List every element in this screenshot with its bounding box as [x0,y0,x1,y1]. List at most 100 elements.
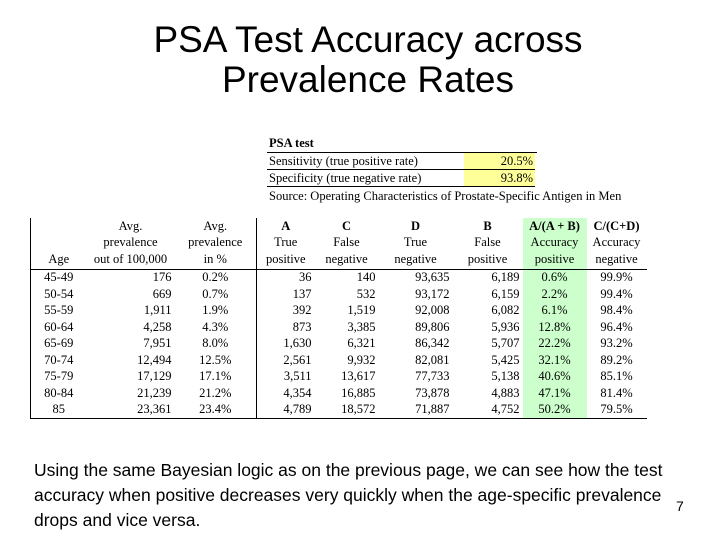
table-cell: 5,138 [491,369,520,384]
slide-title: PSA Test Accuracy across Prevalence Rate… [153,19,583,100]
table-cell: 16,885 [341,385,376,400]
table-cell: 0.7% [174,286,257,303]
table-cell: 40.6% [522,368,587,385]
sensitivity-label: Sensitivity (true positive rate) [269,154,418,168]
header-cell: positive [522,251,587,270]
table-cell: 32.1% [522,352,587,369]
table-cell: 93,172 [415,286,450,301]
psa-test-header: PSA test [267,134,537,153]
table-cell: 176 [152,270,172,285]
table-cell: 4.3% [174,319,257,336]
footer-text: Using the same Bayesian logic as on the … [34,460,663,530]
table-cell: 137 [292,286,312,301]
header-cell: Accuracy [522,234,587,251]
header-cell: negative [314,251,379,270]
header-cell: False [474,235,501,250]
header-cell [30,218,87,235]
table-cell: 17.1% [174,368,257,385]
table-cell: 77,733 [415,369,450,384]
specificity-row: Specificity (true negative rate) 93.8% [267,170,535,187]
table-cell: 140 [356,270,376,285]
table-row: 85 23,361 23.4% 4,789 18,572 71,887 4,752 50.2%… [30,401,647,419]
header-cell: D [410,218,421,233]
header-cell: C [341,218,352,233]
table-cell: 80-84 [30,385,87,402]
table-cell: 1,911 [143,303,172,318]
table-row: 60-64 4,258 4.3% 873 3,385 89,806 5,936 12.8% 96… [30,319,647,336]
table-row: 65-69 7,951 8.0% 1,630 6,321 86,342 5,707 22.2%… [30,335,647,352]
prevalence-table: Avg. Avg. A C D B A/(A + B) C/(C+D) prev… [30,218,647,419]
table-cell: 89,806 [415,319,450,334]
table-cell: 5,425 [491,352,520,367]
table-cell: 50.2% [522,401,587,419]
table-cell: 89.2% [600,352,633,367]
table-cell: 4,752 [452,401,523,419]
header-cell: in % [174,251,257,270]
table-cell: 99.4% [600,286,633,301]
table-cell: 669 [152,286,172,301]
header-cell: out of 100,000 [86,251,175,270]
table-cell: 50-54 [30,286,87,303]
table-cell: 6,321 [347,336,376,351]
table-cell: 5,707 [491,336,520,351]
header-cell [30,234,87,251]
header-cell: False [333,235,360,250]
table-cell: 1,519 [347,303,376,318]
table-cell: 85.1% [600,369,633,384]
table-cell: 98.4% [600,303,633,318]
table-cell: 2.2% [522,286,587,303]
source-note: Source: Operating Characteristics of Pro… [269,189,622,203]
table-row: 50-54 669 0.7% 137 532 93,172 6,159 2.2% 99.4% [30,286,647,303]
table-cell: 7,951 [143,336,172,351]
table-cell: 45-49 [30,269,87,286]
table-cell: 92,008 [415,303,450,318]
table-cell: 3,511 [283,369,312,384]
table-cell: 392 [292,303,312,318]
sensitivity-value: 20.5% [464,153,535,169]
table-cell: 36 [299,270,312,285]
table-cell: 65-69 [30,335,87,352]
table-cell: 2,561 [283,352,312,367]
table-cell: 0.2% [174,269,257,286]
table-row: 45-49 176 0.2% 36 140 93,635 6,189 0.6% 99.9% [30,269,647,286]
table-cell: 4,258 [143,319,172,334]
table-cell: 82,081 [415,352,450,367]
header-cell: Accuracy [592,235,641,250]
table-cell: 99.9% [600,270,633,285]
specificity-value: 93.8% [464,170,535,186]
table-row: 70-74 12,494 12.5% 2,561 9,932 82,081 5,425 32.… [30,352,647,369]
table-row: 75-79 17,129 17.1% 3,511 13,617 77,733 5,138 40… [30,368,647,385]
table-cell: 22.2% [522,335,587,352]
table-cell: 6,159 [491,286,520,301]
header-cell: True [403,235,428,250]
header-cell: C/(C+D) [593,218,640,233]
table-row: 55-59 1,911 1.9% 392 1,519 92,008 6,082 6.1% 98.… [30,302,647,319]
table-cell: 6.1% [522,302,587,319]
header-cell: Age [30,251,87,270]
table-cell: 93.2% [600,336,633,351]
psa-test-box: PSA test Sensitivity (true positive rate… [267,134,647,205]
table-row: 80-84 21,239 21.2% 4,354 16,885 73,878 4,883 47… [30,385,647,402]
table-cell: 86,342 [415,336,450,351]
table-cell: 9,932 [347,352,376,367]
specificity-label: Specificity (true negative rate) [269,171,422,185]
table-cell: 85 [30,401,87,419]
header-cell: prevalence [174,234,257,251]
header-cell: A/(A + B) [522,218,587,235]
table-cell: 23,361 [86,401,175,419]
table-cell: 13,617 [341,369,376,384]
header-cell: negative [378,251,453,270]
table-cell: 18,572 [314,401,379,419]
table-cell: 873 [292,319,312,334]
table-cell: 4,354 [283,385,312,400]
table-cell: 3,385 [347,319,376,334]
table-cell: 21,239 [137,385,172,400]
table-cell: 17,129 [137,369,172,384]
table-cell: 8.0% [174,335,257,352]
table-cell: 1.9% [174,302,257,319]
header-cell: B [483,218,492,233]
table-cell: 71,887 [378,401,453,419]
table-cell: 55-59 [30,302,87,319]
header-cell: True [274,235,298,250]
table-cell: 47.1% [522,385,587,402]
